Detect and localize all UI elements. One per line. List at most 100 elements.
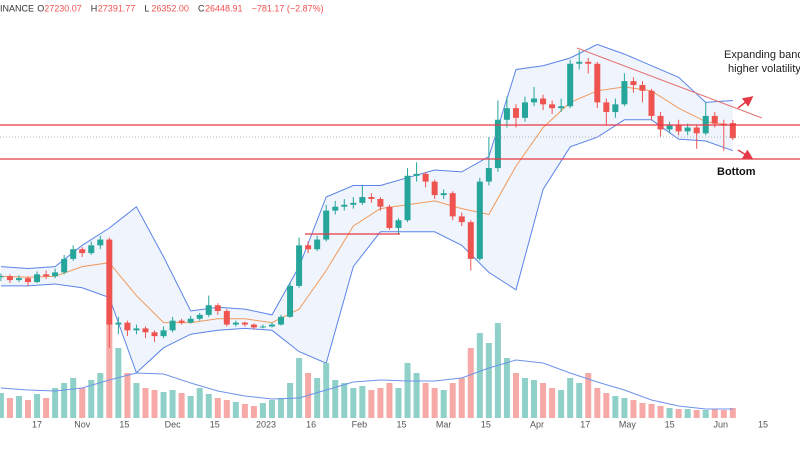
candle-body bbox=[377, 198, 384, 207]
volume-bar bbox=[15, 396, 22, 418]
ohlc-label: H bbox=[91, 3, 98, 13]
candle-body bbox=[395, 220, 402, 228]
volume-bar bbox=[115, 348, 122, 418]
candle-body bbox=[268, 324, 275, 327]
candle-body bbox=[142, 328, 149, 333]
volume-bar bbox=[34, 394, 41, 418]
candle-body bbox=[52, 272, 59, 277]
volume-bar bbox=[268, 400, 275, 418]
candle-body bbox=[6, 276, 13, 281]
ohlc-label: O bbox=[37, 3, 44, 13]
volume-bar bbox=[558, 390, 565, 418]
volume-bar bbox=[404, 363, 411, 418]
volume-bar bbox=[133, 383, 140, 418]
volume-bar bbox=[449, 383, 456, 418]
volume-bar bbox=[43, 398, 50, 418]
candle-body bbox=[503, 108, 510, 120]
volume-bar bbox=[160, 392, 167, 418]
volume-bar bbox=[549, 388, 556, 418]
candle-body bbox=[241, 322, 248, 325]
x-tick-label: 15 bbox=[481, 419, 491, 429]
candle-body bbox=[558, 106, 565, 109]
x-tick-label: 17 bbox=[580, 419, 590, 429]
volume-bar bbox=[693, 410, 700, 418]
band-lower bbox=[0, 119, 733, 374]
band-mid bbox=[0, 86, 733, 324]
candle-body bbox=[684, 127, 691, 132]
candle-body bbox=[413, 173, 420, 176]
volume-bar bbox=[612, 396, 619, 418]
candle-body bbox=[250, 324, 257, 328]
candle-body bbox=[386, 206, 393, 228]
candle-body bbox=[494, 119, 501, 169]
volume-bar bbox=[97, 373, 104, 418]
candle-body bbox=[61, 258, 68, 273]
volume-bar bbox=[214, 398, 221, 418]
x-tick-label: Dec bbox=[165, 419, 182, 429]
annotation: higher volatility bbox=[728, 63, 800, 75]
bands-layer bbox=[0, 43, 733, 374]
volume-bar bbox=[52, 388, 59, 418]
candle-body bbox=[97, 239, 104, 246]
candle-body bbox=[151, 332, 158, 337]
candle-body bbox=[467, 222, 474, 259]
candle-body bbox=[440, 193, 447, 196]
x-tick-label: 15 bbox=[210, 419, 220, 429]
candle-body bbox=[115, 322, 122, 325]
volume-bar bbox=[25, 400, 32, 418]
x-tick-label: Nov bbox=[74, 419, 91, 429]
candle-body bbox=[287, 285, 294, 317]
volume-bar bbox=[106, 323, 113, 418]
volume-bar bbox=[169, 390, 176, 418]
volume-bar bbox=[223, 400, 230, 418]
volume-bar bbox=[232, 402, 239, 418]
volume-bar bbox=[178, 393, 185, 418]
candle-body bbox=[0, 276, 4, 278]
candle-body bbox=[540, 98, 547, 105]
volume-bar bbox=[531, 380, 538, 418]
volume-bar bbox=[187, 396, 194, 418]
candle-body bbox=[549, 104, 556, 109]
band-upper bbox=[0, 43, 733, 316]
volume-bar bbox=[395, 388, 402, 418]
ohlc-value: 27230.07 bbox=[44, 3, 82, 13]
volume-bar bbox=[70, 378, 77, 418]
candle-body bbox=[332, 206, 339, 211]
volume-bar bbox=[540, 383, 547, 418]
candle-body bbox=[630, 81, 637, 85]
candle-body bbox=[323, 210, 330, 240]
candle-body bbox=[476, 181, 483, 259]
volume-ma bbox=[0, 359, 733, 410]
candle-body bbox=[431, 181, 438, 196]
annotation: Expanding bands bbox=[724, 49, 800, 61]
candle-body bbox=[25, 278, 32, 283]
volume-bar bbox=[205, 394, 212, 418]
volume-bar bbox=[413, 373, 420, 418]
x-tick-label: 16 bbox=[306, 419, 316, 429]
candle-body bbox=[422, 173, 429, 182]
candle-body bbox=[214, 305, 221, 312]
volume-bar bbox=[88, 380, 95, 418]
x-tick-label: 15 bbox=[665, 419, 675, 429]
volume-bar bbox=[350, 388, 357, 418]
volume-bar bbox=[648, 404, 655, 418]
volume-bar bbox=[287, 383, 294, 418]
volume-bar bbox=[684, 409, 691, 418]
volume-bar bbox=[512, 373, 519, 418]
volume-bar bbox=[377, 388, 384, 418]
volume-bar bbox=[278, 398, 285, 418]
candle-body bbox=[612, 104, 619, 113]
candle-body bbox=[169, 320, 176, 331]
volume-bar bbox=[603, 393, 610, 418]
volume-bar bbox=[675, 409, 682, 418]
ohlc-value: 26352.00 bbox=[151, 3, 189, 13]
candle-body bbox=[729, 123, 736, 139]
candle-body bbox=[711, 115, 718, 124]
x-tick-label: May bbox=[619, 419, 637, 429]
volume-bar bbox=[124, 373, 131, 418]
candle-body bbox=[124, 322, 131, 331]
arrow-down bbox=[737, 149, 754, 160]
candle-body bbox=[675, 125, 682, 132]
candle-body bbox=[603, 102, 610, 113]
volume-bar bbox=[332, 380, 339, 418]
